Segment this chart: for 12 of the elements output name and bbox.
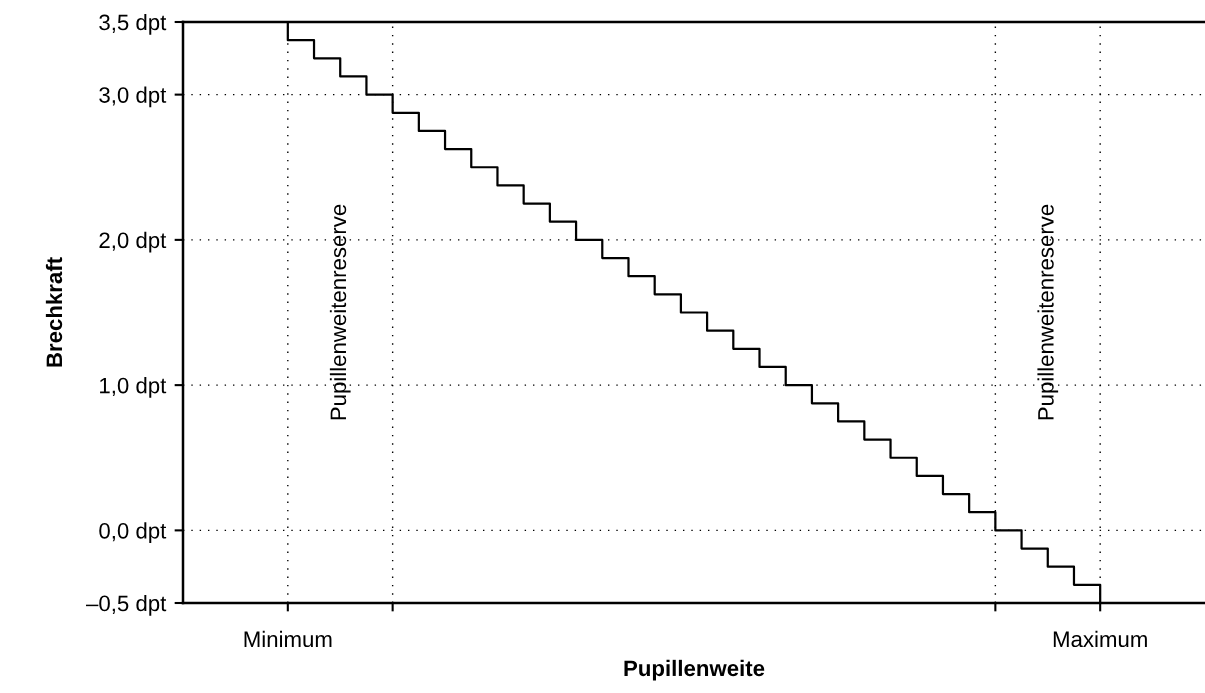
y-tick-label: 1,0 dpt — [100, 377, 167, 398]
annotation: Pupillenweitenreserve — [329, 204, 351, 420]
x-tick-label: Maximum — [1053, 630, 1147, 648]
y-tick-label: 3,0 dpt — [99, 86, 167, 108]
x-tick-label: Minimum — [244, 630, 332, 648]
y-tick-label: 2,0 dpt — [99, 231, 167, 253]
y-tick-label: 3,5 dpt — [99, 13, 167, 35]
y-tick-label: –0,5 dpt — [86, 594, 167, 616]
annotation: Pupillenweitenreserve — [1037, 204, 1059, 420]
y-tick-label: 0,0 dpt — [99, 522, 167, 544]
y-axis-title: Brechkraft — [45, 257, 63, 367]
x-axis-title: Pupillenweite — [624, 659, 765, 681]
